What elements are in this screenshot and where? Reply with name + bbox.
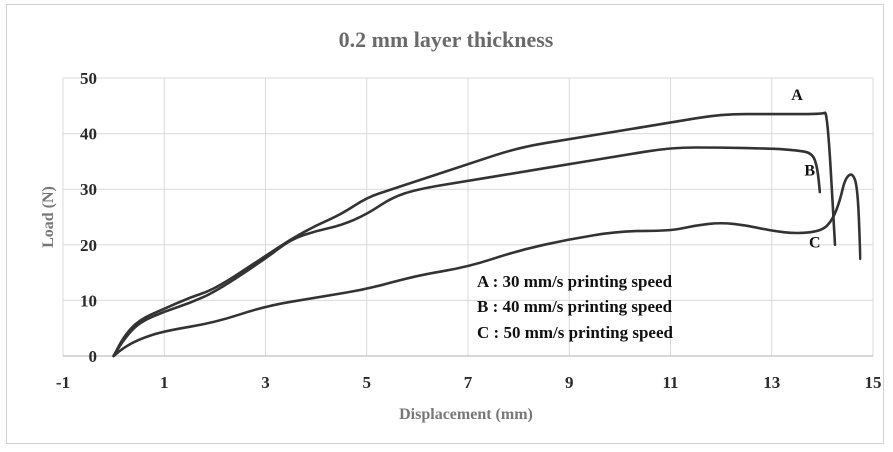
x-tick-label: 3 (261, 373, 270, 392)
x-tick-label: 13 (763, 373, 780, 392)
x-tick-label: 5 (363, 373, 372, 392)
legend-entry-c: C : 50 mm/s printing speed (477, 323, 674, 342)
grid-lines (62, 77, 874, 356)
x-tick-label: -1 (56, 373, 70, 392)
legend: A : 30 mm/s printing speed B : 40 mm/s p… (477, 272, 674, 342)
x-tick-label: 9 (565, 373, 574, 392)
x-axis-label: Displacement (mm) (399, 406, 533, 423)
series-line-a (112, 111, 837, 358)
y-tick-label: 40 (80, 125, 97, 144)
y-tick-label: 50 (80, 69, 97, 88)
x-tick-labels: -1 1 3 5 7 9 11 13 15 (56, 373, 882, 392)
legend-entry-a: A : 30 mm/s printing speed (477, 272, 673, 291)
series-line-b (112, 146, 822, 358)
curve-label-c: C (809, 235, 821, 252)
y-tick-label: 0 (89, 347, 98, 366)
y-tick-label: 10 (80, 291, 97, 310)
y-axis-label: Load (N) (40, 186, 57, 248)
y-tick-labels: 0 10 20 30 40 50 (80, 69, 97, 366)
x-tick-label: 15 (865, 373, 882, 392)
y-tick-label: 20 (80, 236, 97, 255)
x-tick-label: 7 (464, 373, 473, 392)
curve-label-b: B (804, 162, 815, 179)
series-lines (112, 111, 862, 358)
x-tick-label: 1 (160, 373, 169, 392)
series-line-c (112, 173, 862, 358)
x-tick-label: 11 (662, 373, 678, 392)
y-tick-label: 30 (80, 180, 97, 199)
chart-title: 0.2 mm layer thickness (339, 27, 554, 52)
curve-label-a: A (791, 87, 803, 104)
legend-entry-b: B : 40 mm/s printing speed (477, 297, 673, 316)
curve-labels: A B C (791, 87, 820, 251)
